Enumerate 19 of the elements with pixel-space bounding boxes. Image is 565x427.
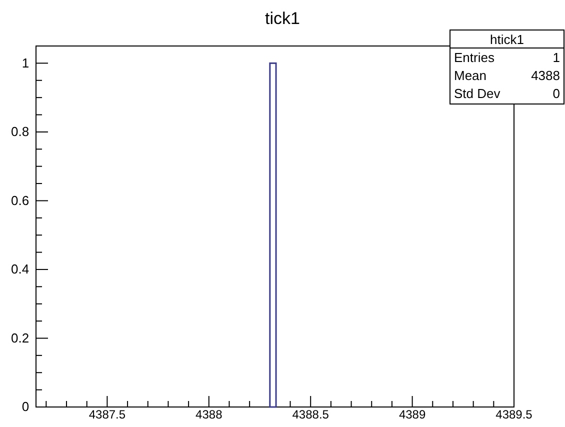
x-tick-label: 4387.5	[88, 408, 126, 422]
text: 4388	[531, 68, 560, 83]
y-tick-label: 1	[22, 55, 30, 70]
y-tick-label: 0.2	[11, 330, 30, 346]
y-tick-label: 0	[22, 399, 30, 414]
chart-title: tick1	[265, 9, 300, 28]
y-tick-label: 0.8	[11, 124, 30, 140]
x-tick-label: 4389	[398, 408, 426, 422]
text: 1	[552, 50, 560, 65]
x-tick-label: 4388.5	[292, 408, 330, 422]
y-tick-label: 0.4	[11, 262, 30, 277]
text: 0	[552, 86, 560, 101]
annotation: Mean	[454, 68, 487, 83]
x-tick-label: 4388	[196, 408, 223, 422]
x-tick-label: 4389.5	[496, 408, 533, 422]
annotation: Entries	[454, 50, 495, 65]
annotation: htick1	[490, 32, 524, 47]
y-tick-label: 0.6	[11, 192, 30, 208]
annotation: Std Dev	[454, 86, 501, 101]
